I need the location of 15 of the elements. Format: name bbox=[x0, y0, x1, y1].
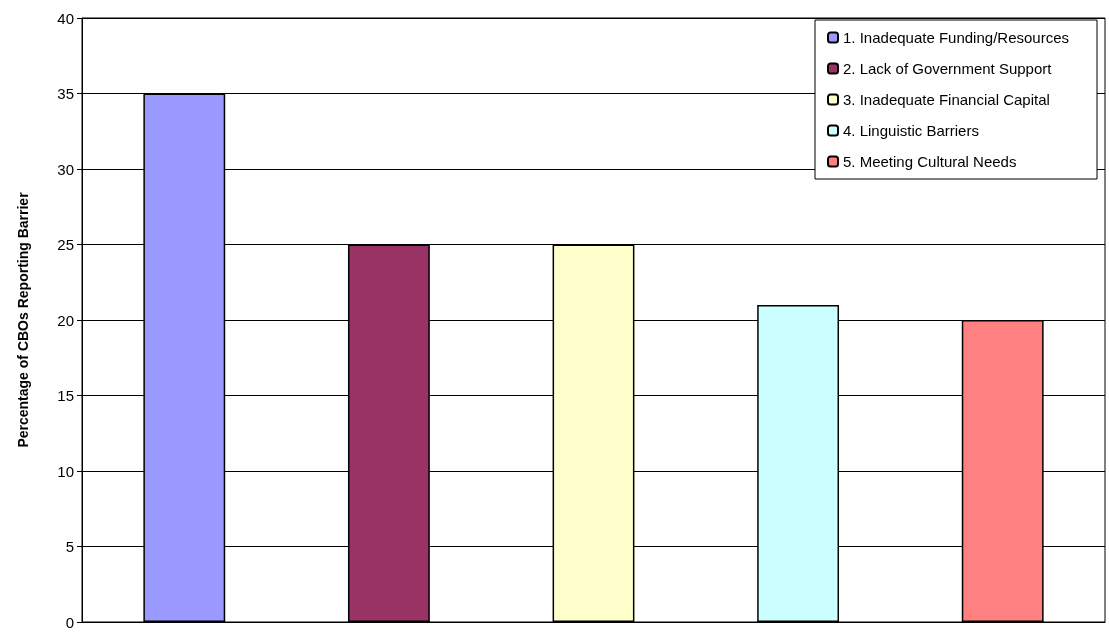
legend-label: 1. Inadequate Funding/Resources bbox=[843, 29, 1070, 46]
y-tick-label: 0 bbox=[65, 613, 74, 631]
legend-label: 5. Meeting Cultural Needs bbox=[843, 153, 1017, 170]
y-tick-label: 35 bbox=[57, 85, 74, 102]
y-tick-label: 25 bbox=[57, 236, 74, 253]
legend-label: 4. Linguistic Barriers bbox=[843, 122, 979, 139]
legend-label: 2. Lack of Government Support bbox=[843, 60, 1053, 77]
y-tick-label: 20 bbox=[57, 311, 74, 329]
legend-label: 3. Inadequate Financial Capital bbox=[843, 91, 1050, 108]
y-axis-title: Percentage of CBOs Reporting Barrier bbox=[15, 191, 31, 448]
y-tick-label: 10 bbox=[57, 462, 74, 480]
y-tick-label: 15 bbox=[57, 387, 74, 404]
y-tick-label: 30 bbox=[57, 160, 74, 178]
y-tick-label: 40 bbox=[57, 9, 74, 27]
y-tick-label: 5 bbox=[65, 538, 74, 555]
